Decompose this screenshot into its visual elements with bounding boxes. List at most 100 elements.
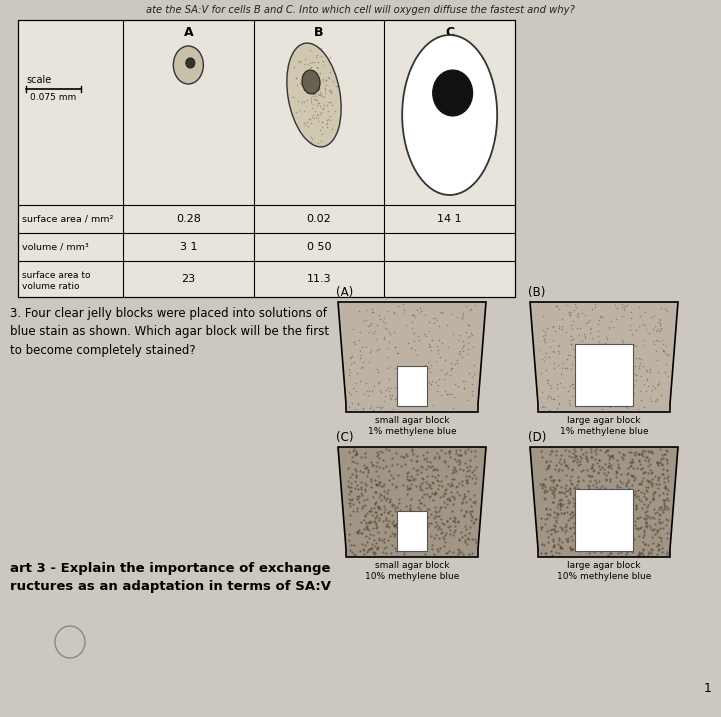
Point (404, 474, 416, 485)
Point (583, 469, 594, 480)
Point (343, 447, 355, 458)
Point (640, 386, 652, 397)
Point (423, 503, 435, 515)
Point (451, 312, 463, 323)
Point (658, 448, 669, 460)
Point (596, 480, 608, 492)
Point (658, 497, 669, 508)
Point (632, 484, 644, 495)
Point (390, 481, 402, 493)
Point (553, 534, 565, 546)
Point (583, 483, 595, 494)
Point (371, 460, 382, 472)
Point (429, 488, 441, 500)
Point (380, 444, 392, 455)
Point (420, 482, 432, 493)
Point (584, 470, 596, 481)
Point (442, 460, 454, 471)
Point (577, 464, 588, 475)
Point (603, 322, 615, 333)
Point (312, 137, 324, 148)
Point (637, 334, 649, 346)
Point (368, 546, 380, 558)
Point (640, 306, 651, 318)
Point (319, 85, 330, 96)
Point (655, 324, 667, 336)
Point (565, 399, 576, 411)
Point (342, 462, 354, 474)
Point (449, 463, 461, 475)
Point (342, 480, 354, 492)
Point (383, 484, 394, 495)
Point (549, 325, 561, 336)
Point (642, 499, 654, 511)
Point (567, 343, 579, 354)
Point (654, 457, 665, 469)
Point (559, 521, 570, 533)
Point (547, 496, 559, 508)
Point (317, 116, 328, 128)
Point (637, 449, 648, 460)
Text: 14 1: 14 1 (438, 214, 462, 224)
Point (352, 368, 363, 379)
Point (444, 520, 456, 531)
Point (360, 315, 371, 326)
Point (662, 494, 673, 505)
Point (547, 523, 558, 534)
Point (308, 65, 319, 76)
Point (562, 349, 573, 361)
Point (565, 309, 576, 320)
Point (432, 475, 443, 487)
Point (373, 461, 385, 473)
Point (572, 475, 584, 487)
Point (637, 531, 649, 543)
Point (309, 93, 321, 105)
Point (651, 505, 663, 517)
Point (586, 303, 598, 315)
Point (368, 549, 379, 560)
Point (378, 490, 389, 501)
Point (602, 461, 614, 473)
Point (358, 543, 369, 555)
Point (652, 460, 663, 471)
Point (305, 76, 317, 87)
Point (461, 478, 473, 489)
Point (546, 549, 557, 561)
Point (565, 542, 576, 554)
Point (569, 449, 580, 460)
Point (349, 403, 360, 414)
Point (557, 536, 568, 547)
Point (407, 449, 419, 460)
Point (659, 495, 671, 506)
Point (535, 547, 547, 559)
Point (381, 487, 393, 498)
Point (466, 328, 477, 339)
Point (425, 483, 437, 494)
Point (373, 376, 385, 388)
Point (634, 310, 645, 322)
Point (554, 399, 565, 410)
Point (624, 483, 635, 494)
Point (423, 316, 435, 328)
Point (576, 307, 588, 318)
Point (570, 301, 582, 313)
Point (431, 447, 443, 459)
Point (375, 386, 386, 397)
Point (555, 481, 567, 493)
Point (407, 309, 418, 320)
Point (563, 397, 575, 409)
Point (401, 320, 412, 331)
Point (552, 345, 564, 356)
Point (562, 532, 574, 543)
Point (431, 465, 443, 476)
Point (454, 463, 466, 475)
Point (647, 335, 658, 346)
Point (350, 378, 362, 389)
Point (384, 328, 395, 340)
Point (634, 530, 645, 541)
Point (637, 318, 649, 329)
Point (371, 402, 383, 413)
Point (560, 479, 572, 490)
Point (433, 510, 445, 521)
Point (627, 457, 638, 468)
